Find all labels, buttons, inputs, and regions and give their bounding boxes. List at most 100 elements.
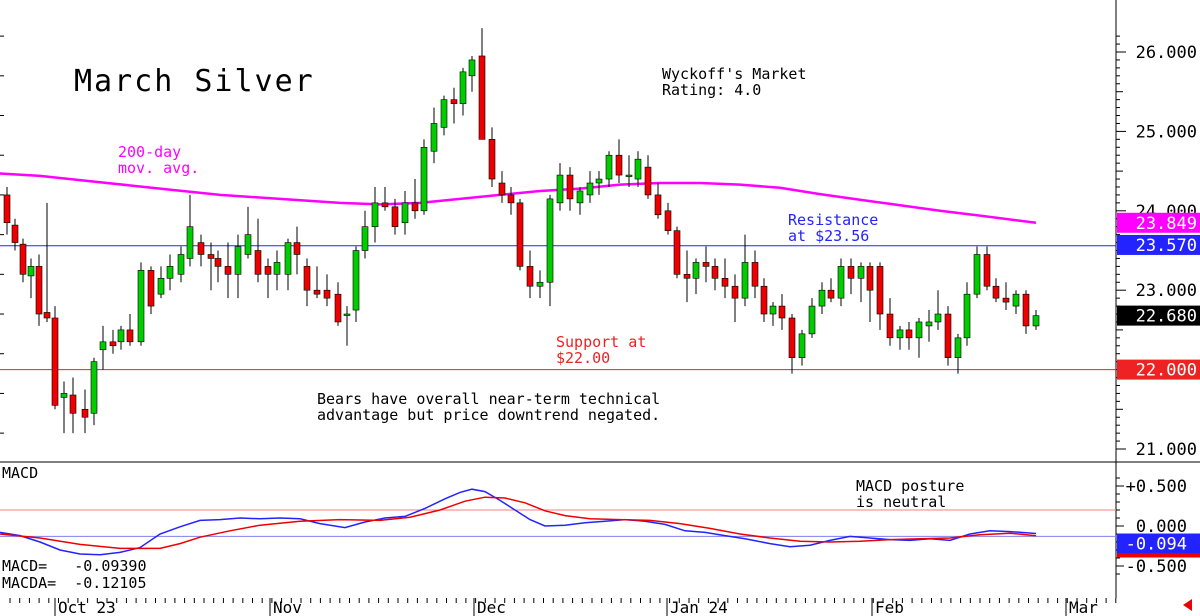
candle-body: [81, 408, 89, 418]
candle-body: [420, 146, 428, 212]
candle-body: [69, 394, 77, 414]
candle: [925, 310, 933, 342]
level-lines: [0, 245, 1116, 371]
candle-body: [586, 182, 594, 196]
candle-body: [576, 190, 584, 204]
month-label: Mar: [1069, 598, 1098, 616]
candle-body: [925, 321, 933, 327]
candle-body: [254, 250, 262, 275]
candle: [576, 186, 584, 215]
candle-body: [837, 266, 845, 299]
price-tick-label: 25.000: [1136, 122, 1197, 142]
candle: [751, 250, 759, 299]
candle: [992, 278, 1000, 303]
candle-body: [827, 289, 835, 299]
candle: [147, 266, 155, 315]
candle-body: [896, 329, 904, 339]
candle-body: [478, 55, 486, 140]
macda-readout: MACDA= -0.12105: [2, 574, 147, 592]
candle: [166, 254, 174, 291]
candle-body: [51, 317, 59, 406]
candle: [264, 258, 272, 299]
candle-body: [43, 312, 51, 319]
candle: [944, 306, 952, 366]
candle: [19, 238, 27, 283]
candle-body: [711, 266, 719, 279]
candle-body: [731, 285, 739, 299]
candle-body: [323, 289, 331, 299]
candle-body: [1032, 315, 1040, 327]
resistance-label-line-1: Resistance: [788, 211, 878, 229]
candle-body: [440, 99, 448, 128]
candle-body: [224, 266, 232, 275]
candle-body: [391, 206, 399, 227]
candle: [857, 262, 865, 303]
candle-body: [186, 226, 194, 259]
candle: [963, 282, 971, 346]
candle: [60, 381, 68, 434]
candle: [234, 234, 242, 299]
candle-body: [3, 194, 11, 224]
candle-body: [778, 305, 786, 319]
candle-body: [818, 289, 826, 307]
candle: [741, 234, 749, 307]
candle-body: [147, 270, 155, 307]
candle: [566, 167, 574, 211]
ma-label-line-1: 200-day: [118, 143, 181, 161]
candle-body: [566, 174, 574, 200]
candle: [381, 186, 389, 211]
candle-body: [157, 277, 165, 295]
candle: [692, 258, 700, 295]
candle: [468, 55, 476, 92]
candle-body: [430, 123, 438, 152]
candle: [352, 246, 360, 322]
candle: [896, 325, 904, 350]
candle-body: [244, 234, 252, 255]
candle: [371, 186, 379, 243]
candle-body: [99, 341, 107, 351]
scroll-left-arrow-icon[interactable]: [1183, 599, 1192, 611]
candle-body: [214, 258, 222, 267]
candle: [808, 298, 816, 338]
macd-tag: -0.094: [1117, 533, 1200, 558]
candle: [440, 95, 448, 136]
candle: [516, 198, 524, 271]
candle: [788, 314, 796, 374]
price-tag-label: 23.570: [1136, 236, 1197, 256]
candle-body: [264, 266, 272, 275]
candle-body: [664, 210, 672, 231]
candle: [673, 226, 681, 279]
candle: [934, 290, 942, 330]
candle: [401, 190, 409, 235]
candle: [586, 171, 594, 203]
candle-body: [536, 281, 544, 287]
candle: [99, 325, 107, 370]
candle: [186, 194, 194, 267]
candle-body: [334, 293, 342, 323]
candle: [654, 183, 662, 219]
macd-tag-label: -0.094: [1126, 535, 1187, 555]
candle: [450, 87, 458, 124]
price-tag-box: [1117, 359, 1200, 380]
macd-axis-ticks: +0.500 0.000 -0.500: [1116, 477, 1187, 577]
candle-body: [109, 341, 117, 347]
candle-body: [760, 285, 768, 315]
month-label: Jan 24: [670, 598, 728, 616]
candle: [625, 155, 633, 187]
candle-body: [468, 59, 476, 77]
ma-label-line-2: mov. avg.: [118, 159, 199, 177]
candle: [605, 151, 613, 187]
candle: [430, 107, 438, 164]
candle: [478, 28, 486, 140]
macd-threshold-lines: [0, 509, 1116, 537]
candle-body: [507, 194, 515, 204]
candle: [778, 294, 786, 330]
candle: [137, 262, 145, 346]
candle: [157, 266, 165, 299]
candle-body: [934, 313, 942, 323]
candle: [1022, 290, 1030, 334]
candle-body: [90, 361, 98, 414]
candle-body: [605, 154, 613, 180]
